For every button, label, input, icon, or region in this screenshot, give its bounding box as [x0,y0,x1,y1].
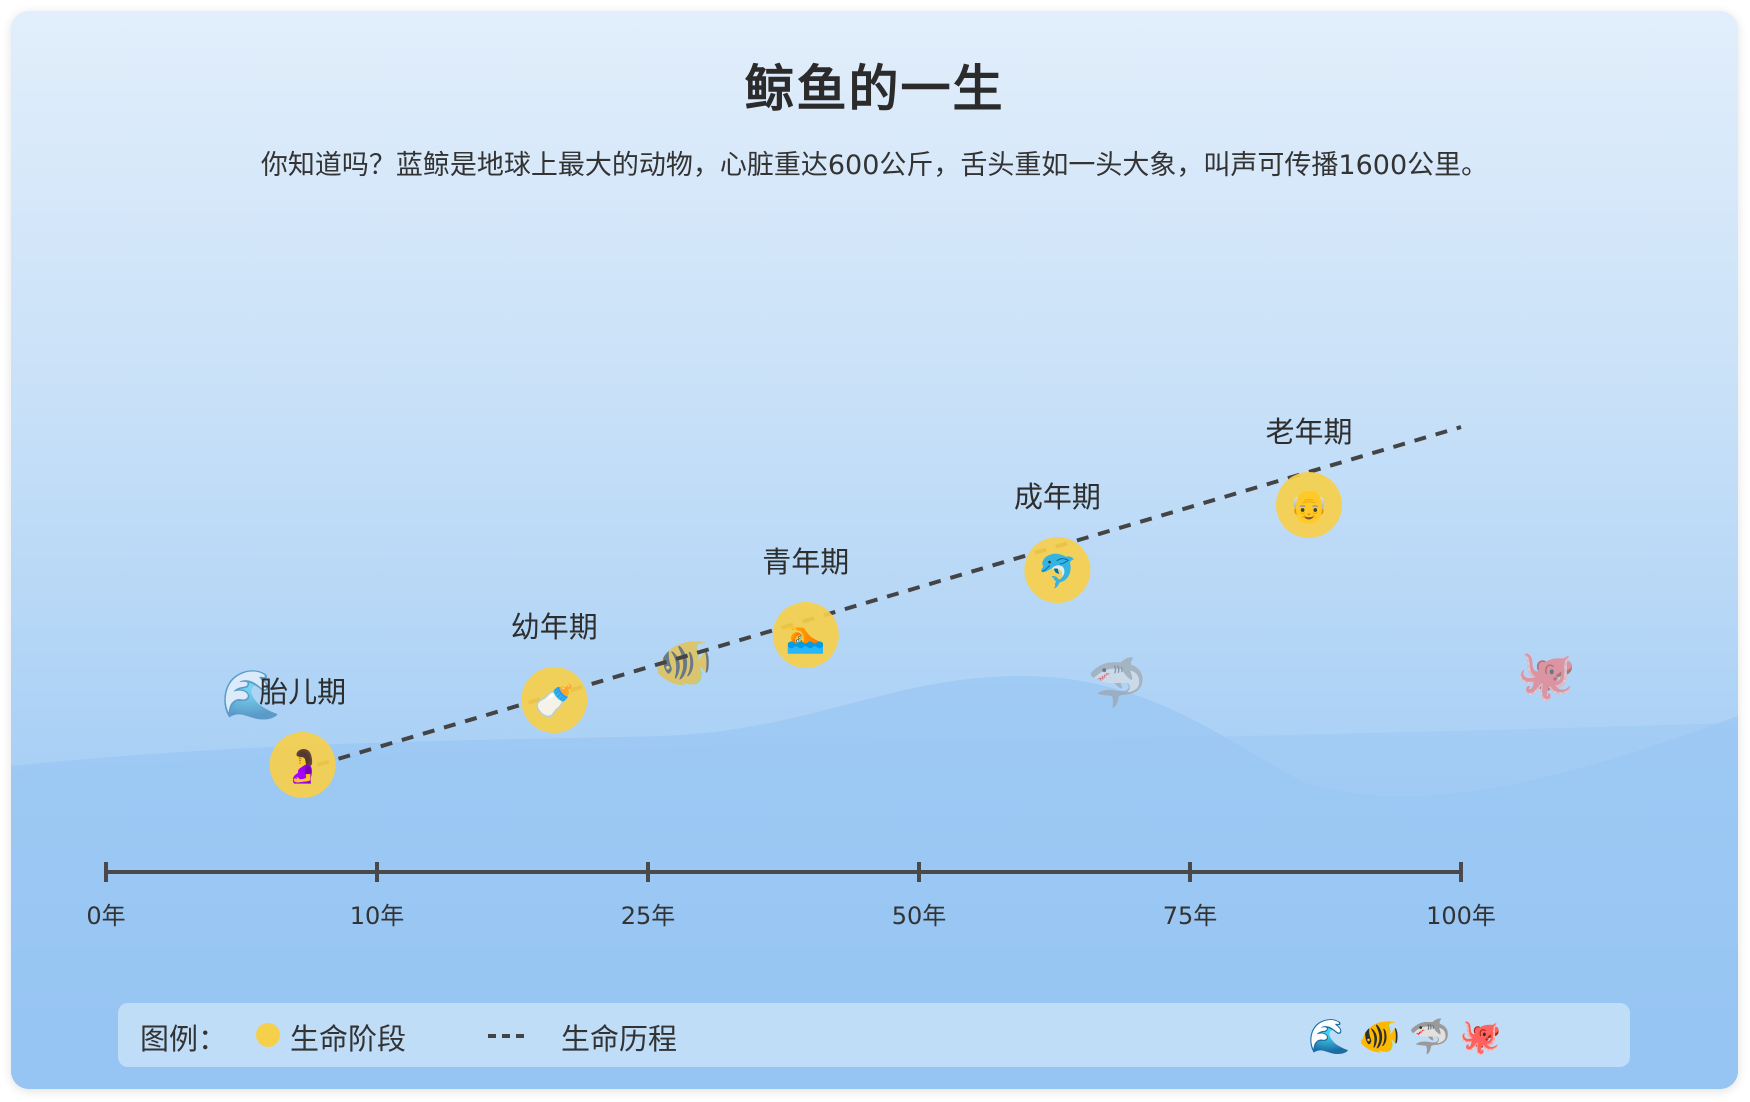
chart-plot: 🌊🐠 🦈 🐙 0年 10年 25年 50年 75年 100年 🤰 胎儿期 🍼 幼年期 🏊 青年期 🐬 成年期… [11,415,1738,1089]
legend-emoji-row: 🌊🐠🦈🐙 [1308,1017,1510,1057]
stage-circle [521,667,588,733]
legend-title: 图例： [140,1022,228,1056]
chart-card: 鲸鱼的一生 你知道吗？蓝鲸是地球上最大的动物，心脏重达600公斤，舌头重如一头大… [11,11,1738,1089]
chart-subtitle: 你知道吗？蓝鲸是地球上最大的动物，心脏重达600公斤，舌头重如一头大象，叫声可传… [260,150,1489,181]
x-tick-label: 10年 [350,902,405,930]
stage-circle [772,602,839,668]
stage-icon: 👴 [1289,487,1329,525]
x-tick-label: 50年 [892,902,947,930]
stage-label: 青年期 [762,545,849,579]
legend: 图例： 生命阶段 生命历程 🌊🐠🦈🐙 [118,1003,1630,1067]
legend-dashed-line [488,1034,524,1038]
stage-marker: 🤰 胎儿期 [259,675,346,798]
stage-circle [1024,537,1091,603]
x-tick-label: 75年 [1163,902,1218,930]
chart-title: 鲸鱼的一生 [744,60,1005,118]
legend-path-label: 生命历程 [561,1022,678,1056]
stage-icon: 🍼 [534,682,574,720]
legend-stage-marker [256,1023,280,1047]
stage-label: 成年期 [1014,480,1101,514]
stage-marker: 🏊 青年期 [762,545,849,668]
stage-marker: 🍼 幼年期 [511,610,598,733]
x-tick-label: 100年 [1426,902,1496,930]
stage-label: 老年期 [1265,415,1352,449]
legend-stage-label: 生命阶段 [290,1022,407,1056]
stage-circle [269,732,336,798]
shark-emoji: 🦈 [1087,655,1147,711]
stage-circle [1276,472,1342,538]
stage-label: 幼年期 [511,610,598,644]
stage-icon: 🤰 [283,747,323,785]
stage-marker: 👴 老年期 [1265,415,1353,538]
octopus-emoji: 🐙 [1516,647,1576,703]
stage-label: 胎儿期 [259,675,346,709]
x-tick-label: 0年 [86,902,125,930]
wave-emoji: 🌊 [221,667,281,723]
stage-marker: 🐬 成年期 [1014,480,1101,603]
x-tick-label: 25年 [621,902,676,930]
life-path-line [316,425,1462,767]
stage-icon: 🐬 [1037,552,1077,590]
wave-front [11,723,1738,1089]
stage-icon: 🏊 [786,617,826,655]
